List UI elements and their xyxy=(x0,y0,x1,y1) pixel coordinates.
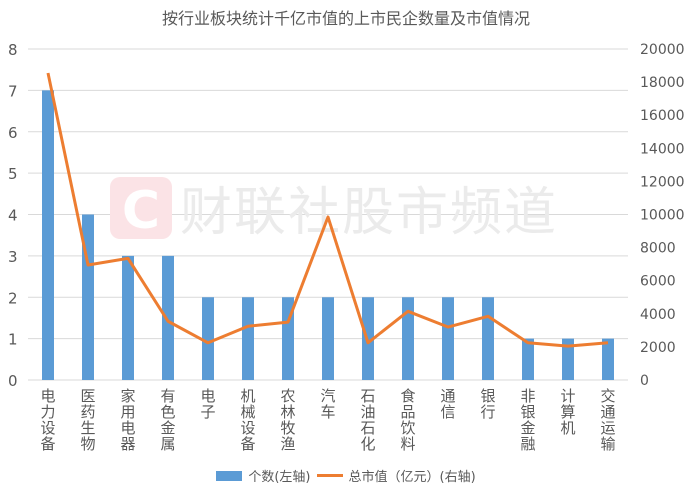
category-label-char: 林 xyxy=(280,403,295,421)
right-axis-tick: 2000 xyxy=(640,340,676,356)
right-axis-tick: 18000 xyxy=(640,75,685,91)
category-label-char: 汽 xyxy=(320,387,335,405)
category-label-char: 子 xyxy=(200,403,215,421)
right-axis-tick: 20000 xyxy=(640,42,685,58)
legend-item-line: 总市值（亿元）(右轴) xyxy=(316,466,476,485)
category-label-char: 械 xyxy=(240,403,255,421)
right-axis-tick: 6000 xyxy=(640,274,676,290)
category-label-char: 机 xyxy=(240,387,255,405)
left-axis-tick: 2 xyxy=(8,289,18,307)
category-label-char: 算 xyxy=(560,403,575,421)
category-label-char: 备 xyxy=(240,435,255,453)
category-label-char: 机 xyxy=(560,419,575,437)
category-label-char: 信 xyxy=(440,403,455,421)
chart-title: 按行业板块统计千亿市值的上市民企数量及市值情况 xyxy=(161,9,530,28)
category-label-char: 用 xyxy=(120,403,135,421)
category-label-char: 银 xyxy=(520,403,535,421)
category-label-char: 车 xyxy=(320,403,335,421)
bar xyxy=(402,297,414,380)
category-label-char: 金 xyxy=(520,419,535,437)
category-label-char: 有 xyxy=(160,387,175,405)
category-label-char: 家 xyxy=(120,387,135,405)
category-label-char: 饮 xyxy=(400,419,415,437)
right-axis-tick: 16000 xyxy=(640,108,685,124)
category-label-char: 行 xyxy=(480,403,495,421)
category-label-char: 运 xyxy=(600,419,615,437)
market-cap-line xyxy=(46,72,609,348)
category-label-char: 计 xyxy=(560,387,575,405)
left-axis-tick: 7 xyxy=(8,82,18,100)
category-label-char: 物 xyxy=(80,435,95,453)
category-label-char: 食 xyxy=(400,387,415,405)
category-label-char: 设 xyxy=(240,419,255,437)
left-axis-tick: 5 xyxy=(8,165,18,183)
bar xyxy=(562,338,574,380)
category-label-char: 器 xyxy=(120,435,135,453)
category-label-char: 通 xyxy=(440,387,455,405)
category-label-char: 力 xyxy=(40,403,55,421)
left-axis-tick: 1 xyxy=(8,331,18,349)
legend: 个数(左轴) 总市值（亿元）(右轴) xyxy=(0,466,692,485)
legend-bar-swatch-icon xyxy=(216,470,243,481)
category-label-char: 医 xyxy=(80,387,95,405)
category-label-char: 油 xyxy=(360,403,375,421)
category-label-char: 通 xyxy=(600,403,615,421)
watermark-logo-icon xyxy=(110,177,172,239)
left-axis-tick: 4 xyxy=(8,207,18,225)
bar xyxy=(42,90,54,380)
right-axis-tick: 12000 xyxy=(640,174,685,190)
right-axis-tick: 8000 xyxy=(640,241,676,257)
category-label-char: 非 xyxy=(520,387,535,405)
right-axis-tick: 4000 xyxy=(640,307,676,323)
category-label-char: 属 xyxy=(160,435,175,453)
bar xyxy=(602,338,614,380)
category-label-char: 品 xyxy=(400,403,415,421)
left-axis-tick: 8 xyxy=(8,41,18,59)
category-label-char: 牧 xyxy=(280,419,295,437)
left-axis-tick: 6 xyxy=(8,124,18,142)
bar xyxy=(442,297,454,380)
category-label-char: 备 xyxy=(40,435,55,453)
bar xyxy=(482,297,494,380)
category-label-char: 化 xyxy=(360,435,375,453)
bar xyxy=(242,297,254,380)
watermark-logo-letter: C xyxy=(122,181,160,241)
category-label-char: 石 xyxy=(360,387,375,405)
category-label-char: 生 xyxy=(80,419,95,437)
category-label-char: 银 xyxy=(480,387,495,405)
right-axis-tick: 14000 xyxy=(640,141,685,157)
category-label-char: 输 xyxy=(600,435,615,453)
category-label-char: 金 xyxy=(160,419,175,437)
category-label-char: 融 xyxy=(520,435,535,453)
category-label-char: 电 xyxy=(120,419,135,437)
watermark-text: 财联社股市频道 xyxy=(180,183,558,243)
bar xyxy=(202,297,214,380)
category-label-char: 药 xyxy=(80,403,95,421)
bar xyxy=(122,255,134,380)
legend-item-bar: 个数(左轴) xyxy=(216,466,311,485)
category-label-char: 石 xyxy=(360,419,375,437)
category-label-char: 色 xyxy=(160,403,175,421)
category-label-char: 农 xyxy=(280,387,295,405)
legend-line-swatch-icon xyxy=(316,474,343,477)
category-label-char: 电 xyxy=(200,387,215,405)
category-label-char: 设 xyxy=(40,419,55,437)
legend-label: 个数(左轴) xyxy=(248,470,311,485)
category-label-char: 渔 xyxy=(280,435,295,453)
left-axis-tick: 0 xyxy=(8,372,18,390)
category-label-char: 电 xyxy=(40,387,55,405)
right-axis-tick: 0 xyxy=(640,373,649,389)
category-label-char: 料 xyxy=(400,435,415,453)
legend-label: 总市值（亿元）(右轴) xyxy=(348,470,476,485)
bar xyxy=(522,338,534,380)
left-axis-tick: 3 xyxy=(8,248,18,266)
bar xyxy=(322,297,334,380)
right-axis-tick: 10000 xyxy=(640,208,685,224)
category-label-char: 交 xyxy=(600,387,615,405)
bar xyxy=(162,255,174,380)
